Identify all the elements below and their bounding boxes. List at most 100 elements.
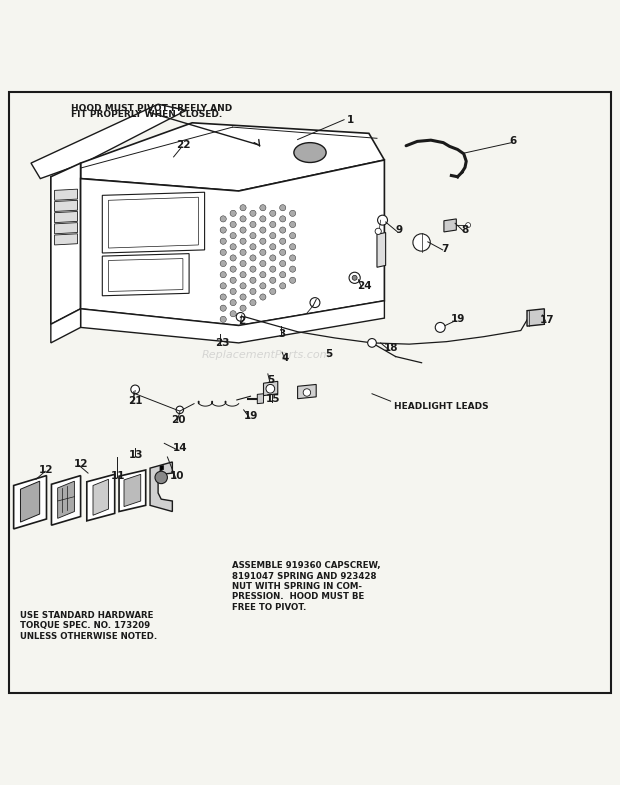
Polygon shape xyxy=(93,480,108,515)
Circle shape xyxy=(250,277,256,283)
Polygon shape xyxy=(81,122,384,191)
Circle shape xyxy=(220,294,226,300)
Circle shape xyxy=(290,232,296,239)
Text: 19: 19 xyxy=(450,314,465,324)
Circle shape xyxy=(260,227,266,233)
Polygon shape xyxy=(257,394,264,403)
Circle shape xyxy=(270,210,276,217)
Circle shape xyxy=(131,385,140,394)
Circle shape xyxy=(220,316,226,323)
Circle shape xyxy=(280,283,286,289)
Circle shape xyxy=(230,311,236,317)
Polygon shape xyxy=(102,192,205,253)
Circle shape xyxy=(260,283,266,289)
Circle shape xyxy=(220,283,226,289)
Polygon shape xyxy=(527,309,544,326)
Circle shape xyxy=(290,255,296,261)
Polygon shape xyxy=(55,200,78,211)
Circle shape xyxy=(176,406,184,414)
Text: 11: 11 xyxy=(110,471,125,481)
Circle shape xyxy=(466,223,471,228)
Circle shape xyxy=(270,288,276,294)
Circle shape xyxy=(375,228,381,235)
Polygon shape xyxy=(81,301,384,343)
Circle shape xyxy=(220,216,226,222)
Circle shape xyxy=(240,305,246,312)
Circle shape xyxy=(280,250,286,255)
Circle shape xyxy=(260,238,266,244)
Polygon shape xyxy=(264,382,278,396)
Text: 18: 18 xyxy=(383,343,398,353)
Circle shape xyxy=(236,312,245,321)
Text: 2: 2 xyxy=(238,316,246,327)
Text: 3: 3 xyxy=(278,329,286,338)
Circle shape xyxy=(230,266,236,272)
Circle shape xyxy=(220,261,226,267)
Circle shape xyxy=(260,205,266,211)
Polygon shape xyxy=(55,189,78,200)
Polygon shape xyxy=(160,466,164,471)
Circle shape xyxy=(290,277,296,283)
Text: ReplacementParts.com: ReplacementParts.com xyxy=(202,350,331,360)
Circle shape xyxy=(240,261,246,267)
Circle shape xyxy=(260,216,266,222)
Polygon shape xyxy=(55,211,78,223)
Circle shape xyxy=(250,210,256,217)
Polygon shape xyxy=(119,470,146,512)
Circle shape xyxy=(290,266,296,272)
Polygon shape xyxy=(14,476,46,529)
Circle shape xyxy=(435,323,445,332)
Circle shape xyxy=(378,215,388,225)
Polygon shape xyxy=(20,481,40,522)
Circle shape xyxy=(230,243,236,250)
Circle shape xyxy=(270,232,276,239)
Circle shape xyxy=(240,216,246,222)
Polygon shape xyxy=(108,197,198,248)
Circle shape xyxy=(240,283,246,289)
Polygon shape xyxy=(81,160,384,326)
Circle shape xyxy=(266,385,275,393)
Circle shape xyxy=(250,288,256,294)
Circle shape xyxy=(250,243,256,250)
Text: 22: 22 xyxy=(175,140,190,149)
Circle shape xyxy=(260,250,266,255)
Circle shape xyxy=(280,238,286,244)
Polygon shape xyxy=(444,219,456,232)
Text: 4: 4 xyxy=(281,353,289,363)
Circle shape xyxy=(280,227,286,233)
Polygon shape xyxy=(58,481,74,518)
Text: 6: 6 xyxy=(510,137,517,146)
Text: 1: 1 xyxy=(347,115,354,125)
Polygon shape xyxy=(87,474,115,520)
Text: 13: 13 xyxy=(129,450,144,459)
Polygon shape xyxy=(102,254,189,296)
Polygon shape xyxy=(298,385,316,399)
Text: 17: 17 xyxy=(539,315,554,325)
Circle shape xyxy=(280,216,286,222)
Circle shape xyxy=(280,261,286,267)
Circle shape xyxy=(240,250,246,255)
Text: 21: 21 xyxy=(128,396,143,406)
Circle shape xyxy=(260,272,266,278)
Circle shape xyxy=(230,221,236,228)
Polygon shape xyxy=(51,163,81,324)
Text: 5: 5 xyxy=(325,349,332,359)
Circle shape xyxy=(413,234,430,251)
Circle shape xyxy=(230,232,236,239)
Circle shape xyxy=(220,238,226,244)
Circle shape xyxy=(240,294,246,300)
Circle shape xyxy=(220,250,226,255)
Text: 7: 7 xyxy=(441,243,449,254)
Circle shape xyxy=(290,243,296,250)
Circle shape xyxy=(250,221,256,228)
Circle shape xyxy=(290,210,296,217)
Circle shape xyxy=(220,272,226,278)
Circle shape xyxy=(230,210,236,217)
Circle shape xyxy=(220,227,226,233)
Polygon shape xyxy=(51,309,81,343)
Polygon shape xyxy=(55,234,78,245)
Text: 12: 12 xyxy=(73,458,88,469)
Circle shape xyxy=(250,232,256,239)
Circle shape xyxy=(250,266,256,272)
Polygon shape xyxy=(124,474,141,506)
